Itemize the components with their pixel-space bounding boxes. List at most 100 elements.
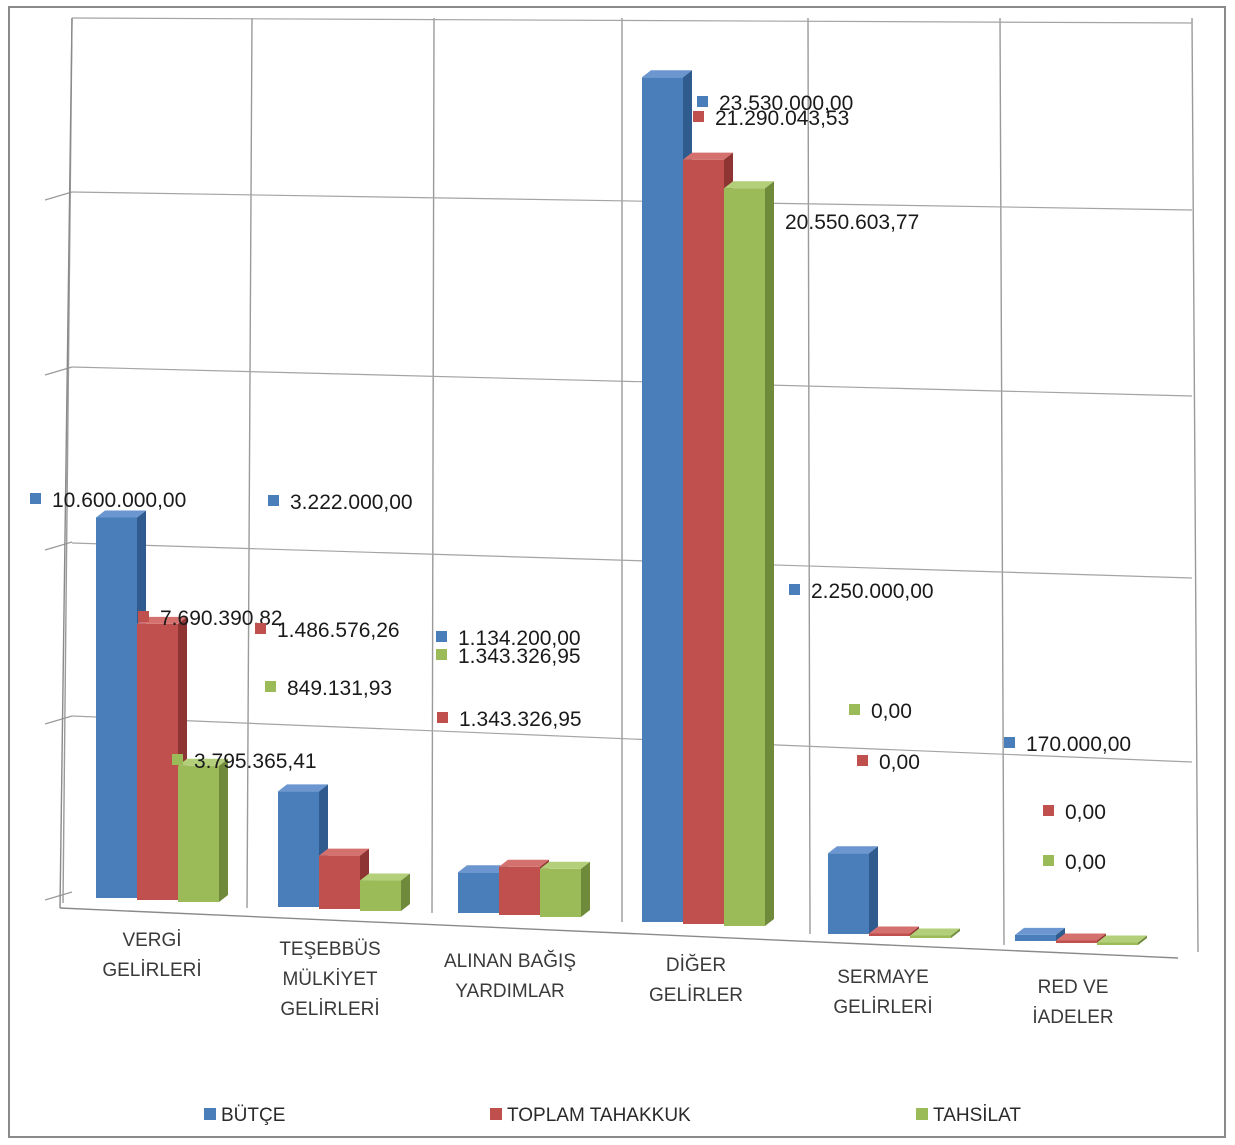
bar-side-2-1 xyxy=(401,873,410,911)
axis-tick-4 xyxy=(44,891,73,901)
label-key-2-5 xyxy=(1043,855,1054,866)
label-key-1-2 xyxy=(437,712,448,723)
data-labels: 10.600.000,00 3.222.000,00 1.134.200,00 23.… xyxy=(30,92,1131,874)
bar-2-2 xyxy=(540,868,581,917)
axis-tick-2 xyxy=(44,541,73,551)
data-label-0-1: 3.222.000,00 xyxy=(290,491,413,514)
bar-1-2 xyxy=(499,866,540,915)
data-label-1-3: 21.290.043,53 xyxy=(715,107,849,130)
data-label-0-5: 170.000,00 xyxy=(1026,733,1131,756)
label-key-2-0 xyxy=(172,754,183,765)
bar-0-4 xyxy=(828,853,869,934)
grid-vline-2 xyxy=(431,17,435,914)
data-label-2-2: 1.343.326,95 xyxy=(458,645,581,668)
label-key-1-4 xyxy=(857,755,868,766)
bar-side-1-5 xyxy=(1097,933,1106,943)
bar-top-0-1 xyxy=(278,784,328,792)
bar-0-0 xyxy=(96,517,137,898)
bar-top-2-5 xyxy=(1097,935,1147,943)
bar-side-0-4 xyxy=(869,846,878,934)
bar-2-3 xyxy=(724,188,765,926)
grid-vline-1 xyxy=(246,17,253,909)
legend-key-1 xyxy=(490,1108,502,1120)
axis-tick-3 xyxy=(44,715,73,725)
data-label-0-0: 10.600.000,00 xyxy=(52,489,186,512)
category-label-5: RED VE İADELER xyxy=(1032,977,1113,1028)
data-label-0-4: 2.250.000,00 xyxy=(811,580,934,603)
grid-hline-2 xyxy=(71,366,1193,397)
bar-side-2-4 xyxy=(951,928,960,938)
chart-bars xyxy=(96,70,1147,945)
bar-side-2-0 xyxy=(219,758,228,902)
label-key-2-2 xyxy=(436,649,447,660)
bar-side-2-5 xyxy=(1138,935,1147,945)
data-label-1-4: 0,00 xyxy=(879,751,920,774)
data-label-0-2: 1.134.200,00 xyxy=(458,627,581,650)
x-axis-line xyxy=(59,907,1179,959)
bar-0-1 xyxy=(278,791,319,907)
bar-2-0 xyxy=(178,765,219,902)
category-label-0: VERGİ GELİRLERİ xyxy=(102,930,201,981)
chart-grid xyxy=(44,17,1199,959)
bar-top-1-3 xyxy=(683,152,733,160)
bar-top-0-3 xyxy=(642,70,692,78)
y-axis-line xyxy=(59,17,73,909)
bar-0-5 xyxy=(1015,934,1056,941)
data-label-1-5: 0,00 xyxy=(1065,801,1106,824)
bar-top-1-0 xyxy=(137,616,187,624)
legend: BÜTÇE TOPLAM TAHAKKUK TAHSİLAT xyxy=(204,1105,1021,1126)
label-key-0-0 xyxy=(30,493,41,504)
data-label-1-2: 1.343.326,95 xyxy=(459,708,582,731)
data-label-1-1: 1.486.576,26 xyxy=(277,619,400,642)
label-key-1-1 xyxy=(255,623,266,634)
label-key-1-0 xyxy=(138,611,149,622)
legend-label-2: TAHSİLAT xyxy=(933,1105,1021,1126)
data-label-1-0: 7.690.390,82 xyxy=(160,607,283,630)
label-key-1-3 xyxy=(693,111,704,122)
grid-vline-5 xyxy=(999,17,1005,946)
category-label-2: ALINAN BAĞIŞ YARDIMLAR xyxy=(444,950,576,1002)
data-label-2-3: 20.550.603,77 xyxy=(785,211,919,234)
bar-top-0-5 xyxy=(1015,927,1065,935)
bar-1-5 xyxy=(1056,940,1097,943)
bar-top-1-1 xyxy=(319,848,369,856)
axis-tick-0 xyxy=(44,191,73,201)
bar-side-2-3 xyxy=(765,181,774,926)
grid-hline-0 xyxy=(71,17,1193,24)
bar-side-1-4 xyxy=(910,926,919,936)
category-label-4: SERMAYE GELİRLERİ xyxy=(833,967,932,1018)
bar-0-2 xyxy=(458,872,499,913)
data-label-2-0: 3.795.365,41 xyxy=(194,750,317,773)
bar-top-2-4 xyxy=(910,928,960,936)
bar-2-5 xyxy=(1097,942,1138,945)
data-label-0-3: 23.530.000,00 xyxy=(719,92,853,115)
legend-key-2 xyxy=(916,1108,928,1120)
legend-label-0: BÜTÇE xyxy=(221,1105,285,1126)
bar-top-1-4 xyxy=(869,926,919,934)
label-key-0-4 xyxy=(789,584,800,595)
bar-2-1 xyxy=(360,880,401,911)
legend-key-0 xyxy=(204,1108,216,1120)
bar-top-1-2 xyxy=(499,859,549,867)
category-labels: VERGİ GELİRLERİ TEŞEBBÜS MÜLKİYET GELİRLERİ A… xyxy=(102,930,1113,1028)
bar-top-0-4 xyxy=(828,846,878,854)
bar-side-2-2 xyxy=(581,861,590,917)
grid-hline-3 xyxy=(71,542,1193,579)
category-label-3: DİĞER GELİRLER xyxy=(649,954,743,1006)
legend-label-1: TOPLAM TAHAKKUK xyxy=(507,1105,691,1126)
label-key-2-1 xyxy=(265,681,276,692)
bar-top-0-0 xyxy=(96,510,146,518)
grid-hline-1 xyxy=(71,191,1193,211)
label-key-1-5 xyxy=(1043,805,1054,816)
bar-top-2-2 xyxy=(540,861,590,869)
label-key-0-1 xyxy=(268,495,279,506)
bar-side-0-5 xyxy=(1056,927,1065,941)
label-key-0-5 xyxy=(1004,737,1015,748)
bar-0-3 xyxy=(642,77,683,922)
data-label-2-5: 0,00 xyxy=(1065,851,1106,874)
label-key-2-4 xyxy=(849,704,860,715)
bar-top-2-1 xyxy=(360,873,410,881)
bar-top-2-0 xyxy=(178,758,228,766)
grid-vline-4 xyxy=(807,17,811,935)
